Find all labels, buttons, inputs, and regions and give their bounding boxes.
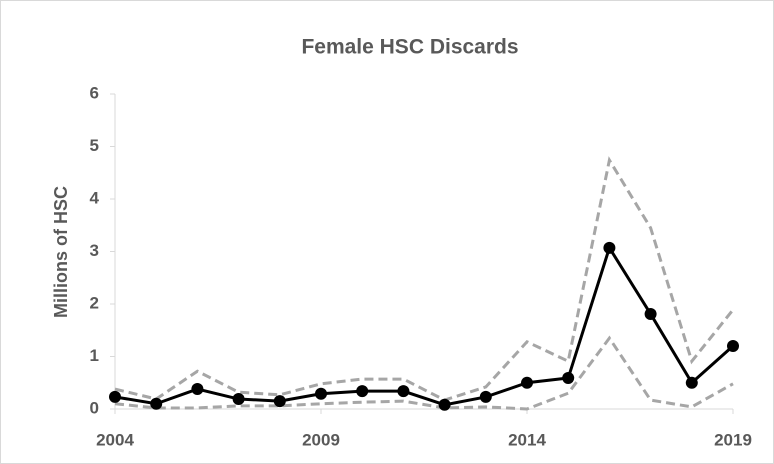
y-tick-label: 6 — [90, 83, 99, 102]
point — [232, 393, 245, 406]
point — [150, 397, 163, 410]
x-tick-label: 2019 — [714, 430, 752, 449]
point — [191, 383, 204, 396]
series-line — [114, 335, 734, 411]
y-axis-label: Millions of HSC — [51, 186, 71, 318]
point — [644, 307, 657, 320]
y-tick-label: 1 — [90, 346, 99, 365]
point — [397, 385, 410, 398]
y-tick-label: 0 — [90, 398, 99, 417]
x-tick-label: 2004 — [96, 430, 134, 449]
point — [109, 390, 121, 403]
point — [521, 376, 533, 389]
point — [727, 340, 739, 352]
y-tick-label: 2 — [90, 293, 99, 312]
point — [356, 385, 369, 398]
chart-title: Female HSC Discards — [301, 36, 518, 59]
point — [273, 395, 286, 408]
y-tick-label: 5 — [90, 136, 99, 155]
x-tick-label: 2009 — [302, 430, 340, 449]
y-tick-label: 3 — [90, 241, 99, 260]
point — [562, 372, 575, 385]
point — [438, 398, 451, 411]
point — [315, 387, 327, 400]
point — [479, 390, 492, 403]
point — [685, 376, 698, 389]
series-line — [114, 156, 735, 402]
point — [603, 241, 616, 254]
x-tick-label: 2014 — [508, 430, 546, 449]
series-line — [114, 244, 734, 407]
y-tick-label: 4 — [90, 188, 100, 207]
